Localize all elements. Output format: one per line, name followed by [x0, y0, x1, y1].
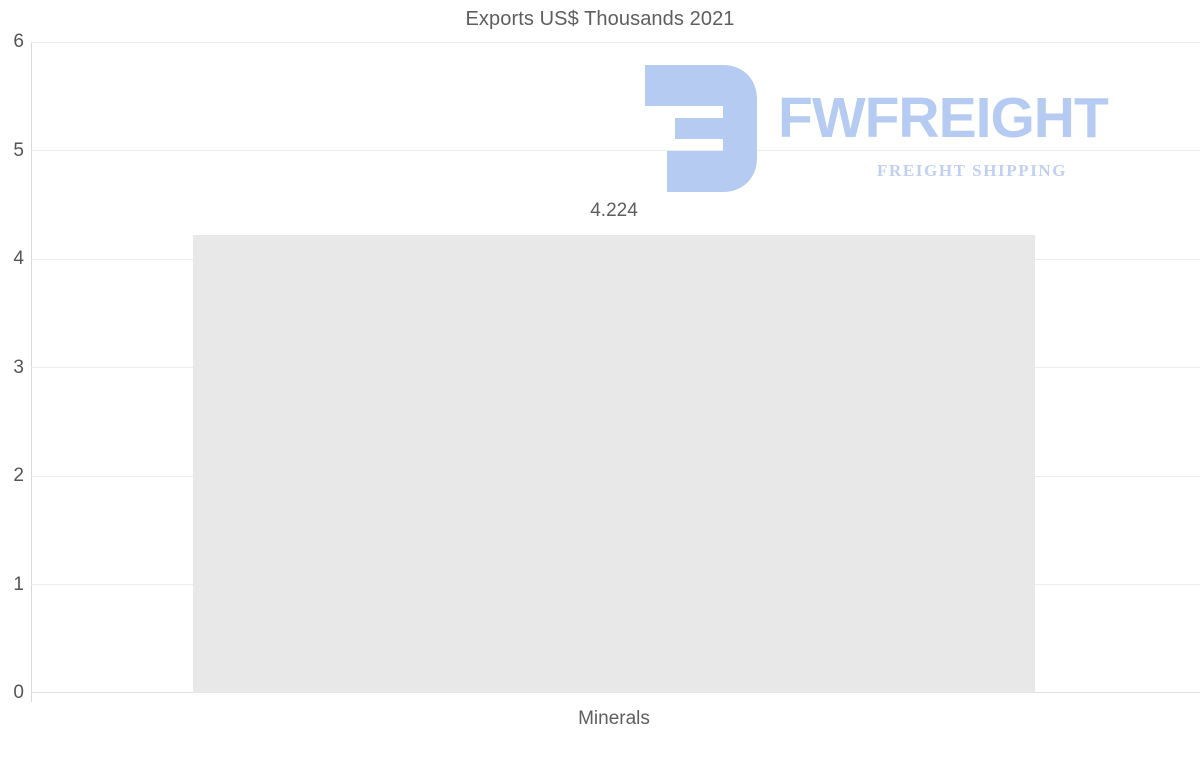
y-axis-labels: 6 5 4 3 2 1 0	[0, 0, 24, 763]
y-tick-label-5: 5	[13, 140, 24, 161]
y-tick-label-1: 1	[13, 574, 24, 595]
gridline-6	[31, 42, 1200, 43]
y-tick-label-6: 6	[13, 31, 24, 52]
y-tick-label-3: 3	[13, 357, 24, 378]
bar-value-label-minerals: 4.224	[590, 200, 638, 221]
y-tick-label-2: 2	[13, 465, 24, 486]
y-tick-label-0: 0	[13, 682, 24, 703]
y-tick-label-4: 4	[13, 248, 24, 269]
bar-minerals[interactable]	[193, 235, 1035, 693]
chart-title: Exports US$ Thousands 2021	[465, 8, 735, 30]
y-axis-line	[31, 42, 32, 702]
x-tick-label-minerals: Minerals	[578, 708, 650, 729]
gridline-5	[31, 150, 1200, 151]
